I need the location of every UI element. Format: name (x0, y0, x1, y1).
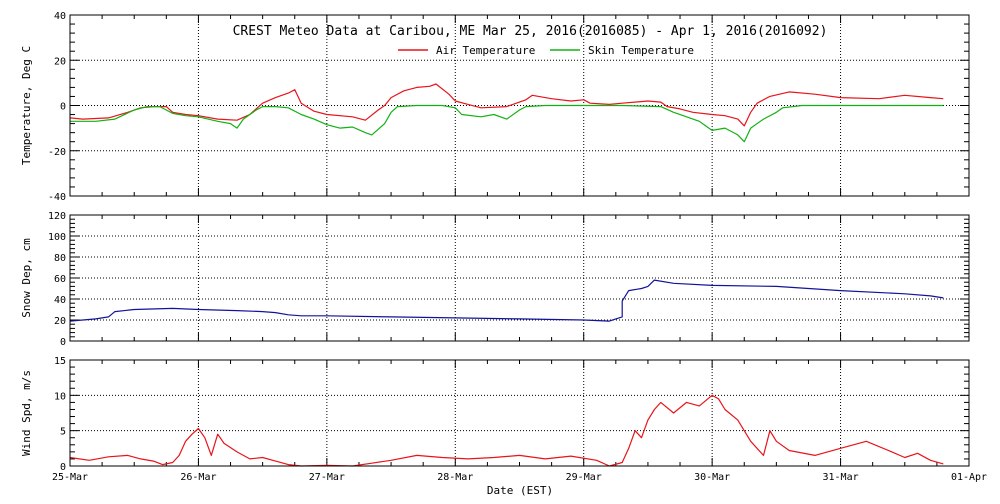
series-line-panel-2 (69, 279, 944, 322)
y-tick-label: 15 (54, 356, 66, 367)
x-tick-label: 31-Mar (823, 472, 859, 483)
y-tick-label: 120 (48, 211, 66, 222)
panel-3: 0 5 10 15 Wind Spd, m/s (20, 356, 970, 473)
legend-label-skin: Skin Temperature (588, 44, 694, 57)
y-tick-label: 0 (60, 102, 66, 113)
x-tick-label: 27-Mar (309, 472, 345, 483)
plot-frame (69, 214, 970, 342)
plot-frame (69, 359, 970, 467)
y-tick-label: 20 (54, 56, 66, 67)
y-tick-label: 80 (54, 253, 66, 264)
panel-1: -40 -20 0 20 40 Temperature, Deg C (20, 11, 970, 203)
series-line-panel-3 (69, 394, 944, 467)
y-tick-label: 40 (54, 11, 66, 22)
legend: Air Temperature Skin Temperature (398, 44, 694, 57)
x-tick-label: 26-Mar (180, 472, 216, 483)
y-tick-label: 0 (60, 462, 66, 473)
panel-2: 0 20 40 60 80 100 120 Snow Dep, cm (20, 211, 970, 348)
y-tick-label: 40 (54, 295, 66, 306)
y-axis-label: Wind Spd, m/s (20, 370, 33, 456)
y-tick-label: 100 (48, 232, 66, 243)
chart-title: CREST Meteo Data at Caribou, ME Mar 25, … (233, 24, 828, 39)
series-line-air-temperature (69, 83, 944, 127)
x-tick-label: 30-Mar (694, 472, 730, 483)
y-tick-label: 0 (60, 337, 66, 348)
y-tick-label: -40 (48, 192, 66, 203)
y-tick-label: -20 (48, 147, 66, 158)
x-tick-label: 28-Mar (437, 472, 473, 483)
x-tick-label: 25-Mar (52, 472, 88, 483)
plot-frame (69, 14, 970, 197)
y-tick-label: 10 (54, 391, 66, 402)
legend-label-air: Air Temperature (436, 44, 535, 57)
y-axis-label: Temperature, Deg C (20, 46, 33, 165)
x-axis-label: Date (EST) (487, 484, 553, 497)
y-tick-label: 5 (60, 427, 66, 438)
chart-panels: -40 -20 0 20 40 Temperature, Deg C 0 20 40 60 80 10… (20, 11, 987, 483)
y-tick-label: 60 (54, 274, 66, 285)
x-tick-label: 29-Mar (566, 472, 602, 483)
x-tick-label: 01-Apr (951, 472, 987, 483)
y-axis-label: Snow Dep, cm (20, 238, 33, 318)
series-line-skin-temperature (70, 104, 944, 143)
y-tick-label: 20 (54, 316, 66, 327)
